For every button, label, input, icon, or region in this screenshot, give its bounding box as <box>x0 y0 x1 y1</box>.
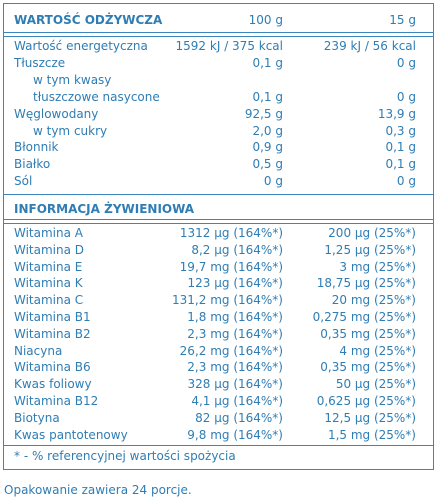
vitamin-per15: 18,75 μg (25%*) <box>316 276 416 291</box>
rule <box>3 219 434 220</box>
rule <box>3 223 434 224</box>
vitamin-name: Witamina B6 <box>14 360 91 375</box>
row-per15: 0,3 g <box>385 123 416 138</box>
vitamin-name: Witamina B1 <box>14 310 91 324</box>
vitamin-per100: 2,3 mg (164%*) <box>187 326 283 341</box>
vitamin-per100: 1,8 mg (164%*) <box>187 310 283 324</box>
rule <box>3 32 434 33</box>
row-per100: 0,1 g <box>252 89 283 104</box>
vitamin-per15: 1,5 mg (25%*) <box>327 427 416 442</box>
vitamin-per15: 0,35 mg (25%*) <box>320 360 416 375</box>
vitamin-name: Witamina D <box>14 242 85 257</box>
row-per100: 1592 kJ / 375 kcal <box>175 39 283 53</box>
table-border <box>3 3 434 470</box>
rule <box>3 445 434 446</box>
row-label: Węglowodany <box>14 106 99 121</box>
row-label: Wartość energetyczna <box>14 39 148 53</box>
vitamin-per15: 0,35 mg (25%*) <box>320 326 416 341</box>
vitamin-name: Witamina B2 <box>14 326 91 341</box>
header-label: WARTOŚĆ ODŻYWCZA <box>14 13 163 27</box>
vitamin-per100: 82 μg (164%*) <box>195 410 283 425</box>
row-label: w tym cukry <box>33 123 108 138</box>
rule <box>3 36 434 37</box>
vitamin-per100: 2,3 mg (164%*) <box>187 360 283 375</box>
row-per100: 0,5 g <box>252 157 283 172</box>
row-per15: 0 g <box>396 89 416 104</box>
vitamin-per15: 1,25 μg (25%*) <box>324 242 416 257</box>
vitamin-name: Witamina A <box>14 226 83 240</box>
vitamin-name: Witamina C <box>14 293 84 308</box>
vitamin-per15: 200 μg (25%*) <box>328 226 416 240</box>
row-per100: 2,0 g <box>252 123 283 138</box>
row-label: Błonnik <box>14 140 59 155</box>
header-15g: 15 g <box>389 13 416 27</box>
row-per100: 92,5 g <box>244 106 283 121</box>
row-label: Sól <box>14 174 33 189</box>
row-label: tłuszczowe nasycone <box>33 89 160 104</box>
row-label: Tłuszcze <box>14 55 66 70</box>
vitamin-per100: 123 μg (164%*) <box>187 276 283 291</box>
vitamin-name: Witamina K <box>14 276 83 291</box>
vitamin-name: Witamina B12 <box>14 394 99 408</box>
vitamin-per100: 1312 μg (164%*) <box>179 226 283 240</box>
row-per15: 0 g <box>396 55 416 70</box>
vitamin-per100: 8,2 μg (164%*) <box>191 242 283 257</box>
rule <box>3 194 434 195</box>
section-title: INFORMACJA ŻYWIENIOWA <box>14 202 195 216</box>
vitamin-per100: 19,7 mg (164%*) <box>179 259 283 274</box>
footnote: * - % referencyjnej wartości spożycia <box>14 449 236 463</box>
vitamin-per15: 50 μg (25%*) <box>335 377 416 392</box>
row-per15: 0,1 g <box>385 140 416 155</box>
vitamin-per15: 0,275 mg (25%*) <box>312 310 416 324</box>
row-per15: 239 kJ / 56 kcal <box>323 39 416 53</box>
vitamin-per15: 4 mg (25%*) <box>339 343 416 358</box>
vitamin-per15: 20 mg (25%*) <box>331 293 416 308</box>
row-per100: 0,1 g <box>252 55 283 70</box>
vitamin-name: Kwas foliowy <box>14 377 92 392</box>
vitamin-per100: 26,2 mg (164%*) <box>179 343 283 358</box>
row-per100: 0,9 g <box>252 140 283 155</box>
row-per15: 0 g <box>396 174 416 189</box>
vitamin-per15: 0,625 μg (25%*) <box>316 394 416 408</box>
vitamin-per15: 12,5 μg (25%*) <box>324 410 416 425</box>
vitamin-name: Biotyna <box>14 410 60 425</box>
vitamin-per100: 9,8 mg (164%*) <box>187 427 283 442</box>
row-per15: 13,9 g <box>377 106 416 121</box>
vitamin-per100: 328 μg (164%*) <box>187 377 283 392</box>
row-label: Białko <box>14 157 51 172</box>
package-note: Opakowanie zawiera 24 porcje. <box>4 483 192 497</box>
vitamin-name: Niacyna <box>14 343 63 358</box>
vitamin-name: Witamina E <box>14 259 83 274</box>
vitamin-per100: 131,2 mg (164%*) <box>172 293 283 308</box>
vitamin-per15: 3 mg (25%*) <box>339 259 416 274</box>
row-label: w tym kwasy <box>33 72 112 87</box>
row-per15: 0,1 g <box>385 157 416 172</box>
row-per100: 0 g <box>263 174 283 189</box>
vitamin-per100: 4,1 μg (164%*) <box>191 394 283 408</box>
vitamin-name: Kwas pantotenowy <box>14 427 128 442</box>
header-100g: 100 g <box>248 13 283 27</box>
